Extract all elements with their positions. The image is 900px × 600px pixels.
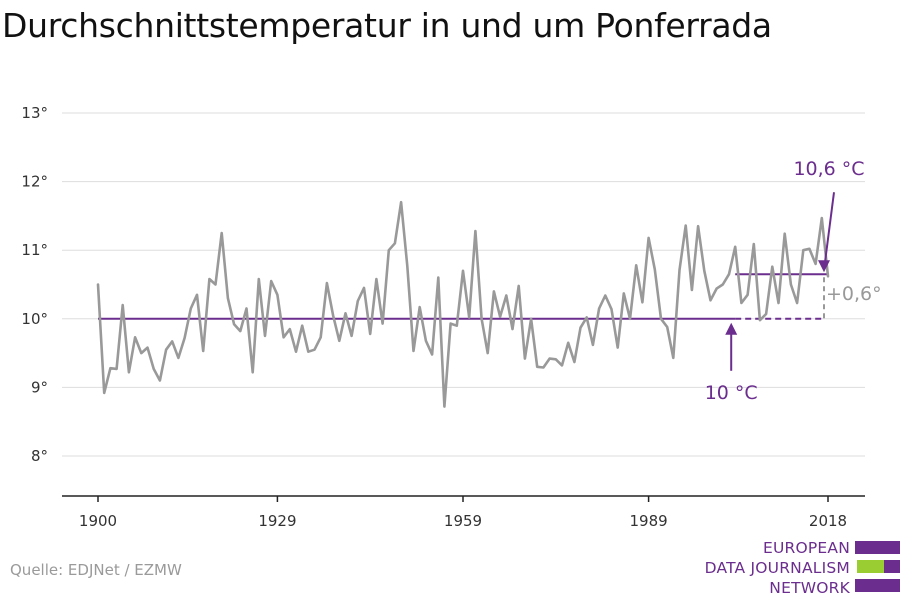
arrow-106c-shaft	[824, 192, 835, 263]
y-tick-label: 10°	[21, 310, 48, 328]
arrow-106c-head	[818, 260, 830, 273]
logo-bar-2	[884, 560, 900, 573]
x-tick-label: 1989	[629, 512, 667, 530]
x-tick-label: 1959	[444, 512, 482, 530]
edjnet-logo[interactable]: EUROPEAN DATA JOURNALISM NETWORK	[680, 538, 900, 598]
annotation-layer: 10 °C 10,6 °C +0,6°	[705, 158, 882, 404]
y-tick-label: 11°	[21, 241, 48, 259]
grid-layer	[62, 112, 865, 457]
logo-text: EUROPEAN DATA JOURNALISM NETWORK	[705, 538, 850, 598]
chart-title: Durchschnittstemperatur in und um Ponfer…	[2, 6, 772, 45]
logo-bar-1	[855, 541, 900, 554]
logo-bar-2-green	[857, 560, 884, 573]
temperature-series-line	[96, 200, 830, 408]
annotation-10c: 10 °C	[705, 382, 758, 404]
logo-line-3: NETWORK	[769, 579, 850, 597]
axis-layer: 8° 9° 10° 11° 12° 13° 1900 1929 1959 1989 2018	[21, 104, 865, 530]
x-tick-label: 2018	[809, 512, 847, 530]
y-tick-label: 8°	[31, 447, 48, 465]
logo-line-2: DATA JOURNALISM	[704, 559, 850, 577]
x-tick-label: 1929	[258, 512, 296, 530]
source-credit: Quelle: EDJNet / EZMW	[10, 561, 182, 579]
annotation-106c: 10,6 °C	[793, 158, 864, 180]
y-tick-label: 9°	[31, 378, 48, 396]
y-tick-label: 12°	[21, 173, 48, 191]
arrow-10c-head	[725, 322, 738, 335]
annotation-difference: +0,6°	[826, 283, 882, 305]
logo-bar-3	[855, 579, 900, 592]
series-layer	[96, 200, 830, 408]
x-tick-label: 1900	[79, 512, 117, 530]
logo-line-1: EUROPEAN	[762, 539, 850, 557]
y-tick-label: 13°	[21, 104, 48, 122]
